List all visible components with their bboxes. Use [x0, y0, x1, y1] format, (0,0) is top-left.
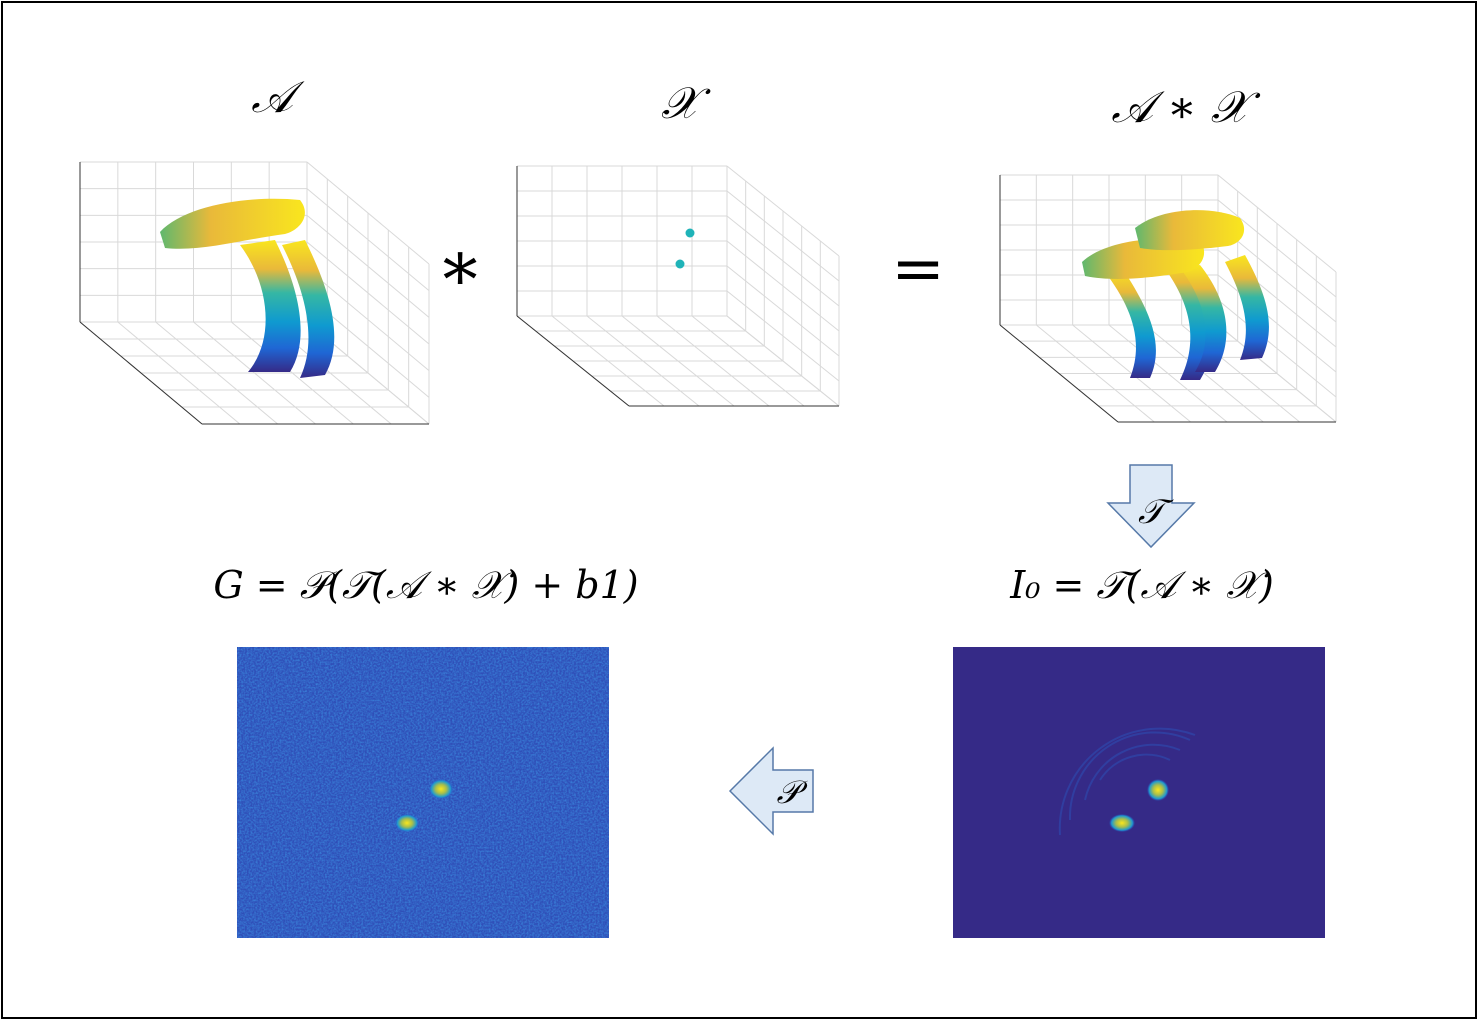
equation-g: G = 𝒫(𝒯(𝒜 ∗ 𝒳) + b1): [213, 563, 638, 607]
kernel-shape-a: [160, 198, 335, 378]
point-2: [675, 259, 685, 269]
label-a: 𝒜: [251, 72, 305, 123]
noise-arrow-p: 𝒫: [728, 746, 814, 836]
plot-x-axes: [516, 165, 840, 407]
point-set-x: [675, 228, 695, 269]
label-x: 𝒳: [661, 78, 711, 129]
convolution-operator: ∗: [436, 225, 484, 307]
clean-image-i0: [953, 647, 1325, 938]
plot-ax-axes: [999, 174, 1337, 423]
point-1: [685, 228, 695, 238]
noisy-image-g: [237, 647, 609, 938]
transform-arrow-t: 𝒯: [1106, 464, 1196, 549]
equation-i0: I₀ = 𝒯(𝒜 ∗ 𝒳): [1009, 563, 1274, 607]
equals-sign: =: [891, 232, 945, 306]
label-convolution: 𝒜 ∗ 𝒳: [1111, 82, 1261, 133]
convolved-shape: [1082, 210, 1269, 380]
